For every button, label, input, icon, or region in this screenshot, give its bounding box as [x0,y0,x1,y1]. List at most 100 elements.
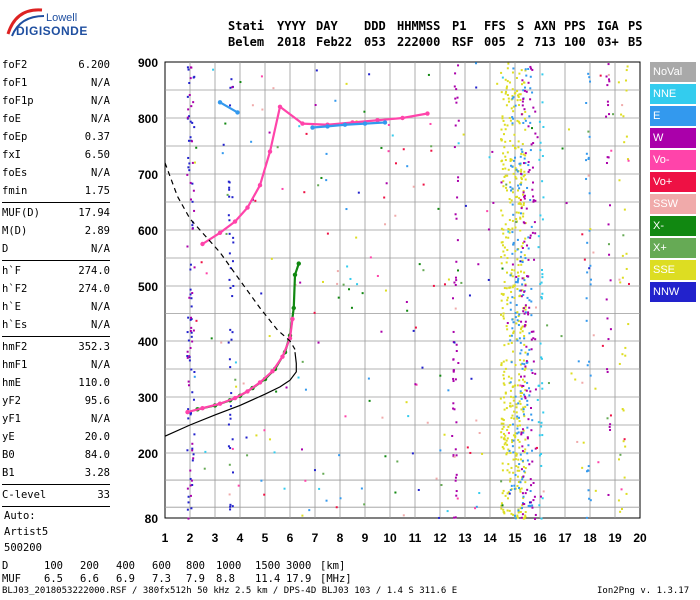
noise-dot [622,234,625,237]
noise-dot [508,181,511,184]
x-tick-label: 12 [433,531,447,545]
noise-dot [528,332,531,335]
noise-dot [500,91,503,94]
noise-dot [521,384,524,387]
noise-dot [511,94,514,97]
noise-dot [585,159,588,162]
noise-dot [625,252,628,255]
noise-dot [588,135,591,138]
noise-dot [204,450,207,453]
noise-dot [624,354,627,357]
header-value: 222000 [397,35,441,49]
d-value: 100 [44,560,63,572]
noise-dot [529,87,532,90]
noise-dot [522,97,525,100]
noise-dot [521,100,524,103]
noise-dot [514,452,517,455]
noise-dot [585,102,588,105]
noise-dot [230,392,233,395]
noise-dot [623,476,626,479]
noise-dot [523,337,526,340]
noise-dot [504,92,507,95]
noise-dot [516,248,519,251]
noise-dot [231,86,234,89]
noise-dot [230,78,233,81]
noise-dot [511,71,514,74]
noise-dot [519,212,522,215]
noise-dot [519,384,522,387]
noise-dot [517,510,520,513]
noise-dot [618,362,621,365]
header-label: AXN [534,19,556,33]
param-row: h`E N/A [2,298,110,316]
noise-dot [522,242,525,245]
param-name: yF1 [2,413,21,425]
param-row: hmE 110.0 [2,374,110,392]
noise-dot [518,416,521,419]
noise-dot [620,507,623,510]
noise-dot [237,484,240,487]
legend-item: SSW [650,194,696,214]
noise-dot [511,263,514,266]
noise-dot [521,367,524,370]
noise-dot [509,395,512,398]
noise-dot [522,215,525,218]
noise-dot [541,387,544,390]
noise-dot [514,311,517,314]
noise-dot [509,301,512,304]
noise-dot [452,369,455,372]
noise-dot [318,487,321,490]
noise-dot [518,289,521,292]
noise-dot [418,263,421,266]
noise-dot [422,269,425,272]
noise-dot [297,376,300,379]
noise-dot [539,149,542,152]
noise-dot [500,292,503,295]
noise-dot [192,76,195,79]
noise-dot [500,262,503,265]
noise-dot [477,263,480,266]
noise-dot [512,330,515,333]
noise-dot [191,227,194,230]
param-value: 274.0 [78,283,110,295]
noise-dot [515,465,518,468]
noise-dot [304,388,307,391]
param-row: B1 3.28 [2,464,110,482]
noise-dot [440,484,443,487]
noise-dot [190,331,193,334]
noise-dot [186,487,189,490]
noise-dot [513,487,516,490]
noise-dot [514,517,517,520]
noise-dot [516,427,519,430]
noise-dot [527,161,530,164]
noise-dot [518,104,521,107]
noise-dot [503,123,506,126]
noise-dot [515,406,518,409]
noise-dot [585,516,588,519]
noise-dot [189,494,192,497]
noise-dot [523,173,526,176]
noise-dot [526,488,529,491]
noise-dot [519,260,522,263]
noise-dot [516,469,519,472]
noise-dot [455,421,458,424]
noise-dot [508,116,511,119]
noise-dot [577,360,580,363]
param-value: 33 [97,489,110,501]
noise-dot [516,189,519,192]
param-name: h`Es [2,319,28,331]
noise-dot [510,377,513,380]
noise-dot [540,356,543,359]
noise-dot [588,267,591,270]
noise-dot [524,320,527,323]
noise-dot [513,297,516,300]
noise-dot [521,247,524,250]
noise-dot [520,320,523,323]
noise-dot [531,460,534,463]
solid-profile-curve [164,352,297,437]
noise-dot [524,283,527,286]
noise-dot [514,432,517,435]
noise-dot [517,438,520,441]
noise-dot [529,199,532,202]
param-value: N/A [91,77,110,89]
